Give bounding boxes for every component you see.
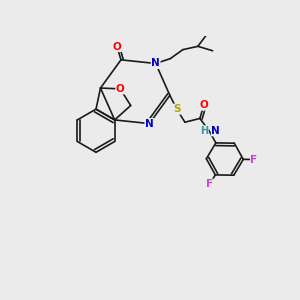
Text: N: N [151, 58, 160, 68]
Text: H: H [200, 126, 208, 136]
Text: S: S [173, 104, 181, 114]
Text: F: F [250, 154, 258, 164]
Text: O: O [116, 84, 124, 94]
Text: N: N [145, 118, 154, 129]
Text: O: O [112, 42, 122, 52]
Text: F: F [206, 179, 213, 189]
Text: N: N [212, 126, 220, 136]
Text: O: O [200, 100, 208, 110]
